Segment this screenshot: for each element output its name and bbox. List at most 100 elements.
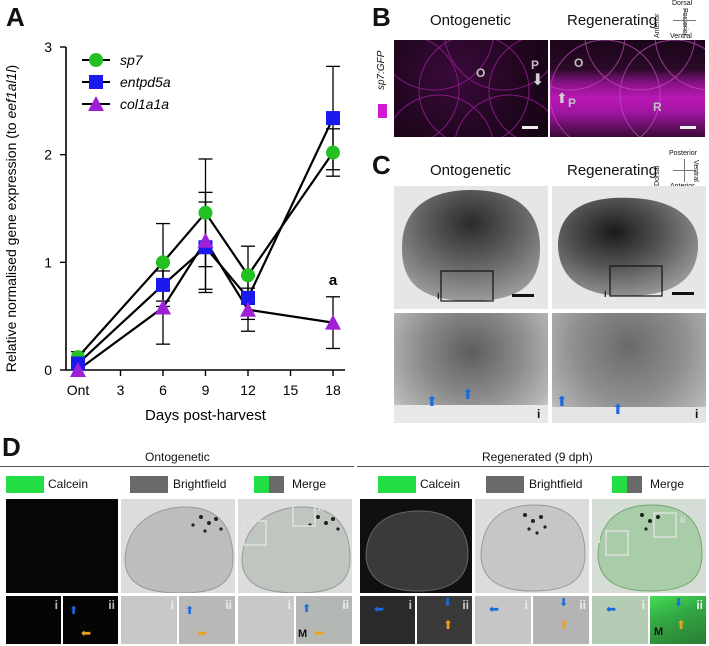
d-ontogenetic-calcein-image bbox=[6, 499, 118, 593]
merge-label: Merge bbox=[650, 477, 685, 491]
panel-c-ontogenetic-inset: ⬆ ⬆ i bbox=[394, 313, 548, 423]
inset-box-ii bbox=[653, 512, 677, 538]
y-tick-label: 1 bbox=[44, 254, 52, 270]
arrow-left-icon: ⬅ bbox=[489, 602, 500, 616]
calcein-swatch bbox=[6, 476, 44, 493]
panel-d-ontogenetic-title: Ontogenetic bbox=[145, 450, 210, 464]
calcein-swatch bbox=[378, 476, 416, 493]
d-reg-bf-inset-ii: ii ⬇ ⬆ bbox=[533, 596, 589, 644]
arrow-up-icon: ⬆ bbox=[559, 618, 570, 632]
inset-label-ii: ii bbox=[462, 598, 469, 612]
scale-edge bbox=[552, 407, 706, 423]
arrow-left-icon: ⬅ bbox=[314, 626, 325, 640]
inset-label: i bbox=[437, 291, 440, 301]
d-ont-calcein-inset-ii: ii ⬆ ⬅ bbox=[63, 596, 118, 644]
legend-marker-sp7 bbox=[89, 53, 103, 67]
x-tick-label: 6 bbox=[159, 382, 167, 398]
data-point-sp7 bbox=[198, 205, 213, 220]
data-point-col1a1a bbox=[325, 314, 341, 330]
data-point-entpd5a bbox=[241, 290, 255, 305]
x-tick-label: 12 bbox=[240, 382, 256, 398]
data-point-col1a1a bbox=[70, 362, 86, 377]
brightfield-swatch bbox=[130, 476, 168, 493]
scale-outlines-ontogenetic bbox=[394, 40, 548, 137]
marker-m: M bbox=[654, 626, 664, 638]
panel-c-ontogenetic-label: Ontogenetic bbox=[430, 162, 511, 179]
legend-marker-col1a1a bbox=[88, 96, 104, 111]
scale-bar bbox=[512, 294, 534, 297]
arrow-up-icon: ⬆ bbox=[426, 393, 438, 409]
legend-label-sp7: sp7 bbox=[120, 52, 144, 68]
brightfield-swatch bbox=[486, 476, 524, 493]
inset-label-ii: ii bbox=[318, 503, 324, 514]
compass-dorsal-label: Dorsal bbox=[654, 165, 661, 186]
data-point-sp7 bbox=[156, 255, 170, 270]
arrow-up-icon: ⬆ bbox=[612, 401, 624, 417]
inset-label-ii: ii bbox=[680, 515, 686, 526]
y-axis-label: Relative normalised gene expression (to … bbox=[3, 65, 19, 372]
inset-label: i bbox=[537, 407, 541, 421]
panel-c-regenerating-label: Regenerating bbox=[567, 162, 658, 179]
d-ont-bf-inset-ii: ii ⬆ ⬅ bbox=[179, 596, 235, 644]
arrow-up-icon: ⬆ bbox=[556, 393, 568, 409]
inset-box-i bbox=[243, 520, 267, 546]
arrow-down-icon: ⬇ bbox=[443, 597, 453, 609]
data-point-entpd5a bbox=[156, 277, 170, 292]
arrow-left-icon: ⬅ bbox=[606, 602, 617, 616]
d-reg-calcein-inset-ii: ii ⬇ ⬆ bbox=[417, 596, 472, 644]
d-ont-calcein-inset-i: i bbox=[6, 596, 61, 644]
data-point-col1a1a bbox=[240, 301, 256, 317]
legend-label-col1a1a: col1a1a bbox=[120, 96, 169, 112]
x-tick-label: 15 bbox=[283, 382, 299, 398]
data-point-entpd5a bbox=[326, 111, 340, 126]
arrow-down-icon: ⬇ bbox=[559, 597, 569, 609]
legend-label-entpd5a: entpd5a bbox=[120, 74, 171, 90]
scale-bar bbox=[522, 126, 538, 129]
d-reg-merge-inset-i: i ⬅ bbox=[592, 596, 648, 644]
d-ont-merge-inset-i: i bbox=[238, 596, 294, 644]
arrow-left-icon: ⬅ bbox=[81, 626, 92, 640]
scale-silhouette bbox=[402, 190, 540, 301]
arrow-up-icon: ⬆ bbox=[676, 618, 687, 632]
inset-label-i: i bbox=[287, 598, 291, 612]
scale-edge bbox=[394, 405, 548, 423]
x-axis-label: Days post-harvest bbox=[145, 407, 267, 424]
significance-annotation: a bbox=[329, 272, 338, 289]
x-tick-label: 3 bbox=[117, 382, 125, 398]
panel-d-letter: D bbox=[2, 432, 21, 462]
data-point-sp7 bbox=[241, 268, 255, 283]
d-ontogenetic-merge-image: i ii bbox=[238, 499, 352, 593]
panel-c-regenerating-inset: ⬆ ⬆ i bbox=[552, 313, 706, 423]
panel-b-regenerating-label: Regenerating bbox=[567, 12, 658, 29]
inset-label-ii: ii bbox=[342, 598, 349, 612]
calcein-label: Calcein bbox=[48, 477, 89, 491]
panel-b-ontogenetic-image: O P ⬇ bbox=[394, 40, 548, 137]
arrow-down-icon: ⬇ bbox=[531, 72, 545, 89]
inset-box-i bbox=[605, 530, 629, 556]
inset-label-i: i bbox=[524, 598, 528, 612]
compass-anterior-label: Anterior bbox=[654, 13, 661, 38]
compass-dorsal-label: Dorsal bbox=[672, 0, 693, 7]
d-ontogenetic-brightfield-image bbox=[121, 499, 235, 593]
panel-a-letter: A bbox=[6, 2, 25, 32]
inset-label-ii: ii bbox=[108, 598, 115, 612]
marker-p: P bbox=[531, 58, 540, 72]
brightfield-label: Brightfield bbox=[529, 477, 583, 491]
arrow-down-icon: ⬇ bbox=[674, 597, 684, 609]
d-reg-merge-inset-ii: ii ⬇ M ⬆ bbox=[650, 596, 706, 644]
compass-cross-horizontal bbox=[673, 20, 696, 21]
arrow-up-icon: ⬆ bbox=[69, 605, 79, 617]
arrow-up-icon: ⬆ bbox=[302, 603, 312, 615]
arrow-left-icon: ⬅ bbox=[374, 602, 385, 616]
inset-box bbox=[440, 270, 494, 302]
scale-bar bbox=[672, 292, 694, 295]
y-tick-label: 0 bbox=[44, 362, 52, 378]
y-tick-label: 3 bbox=[44, 39, 52, 55]
arrow-up-icon: ⬆ bbox=[556, 90, 568, 106]
data-point-sp7 bbox=[326, 145, 340, 160]
merge-swatch bbox=[627, 476, 642, 493]
inset-label-ii: ii bbox=[579, 598, 586, 612]
scale-outlines-regenerating bbox=[550, 40, 705, 137]
merge-swatch bbox=[612, 476, 627, 493]
